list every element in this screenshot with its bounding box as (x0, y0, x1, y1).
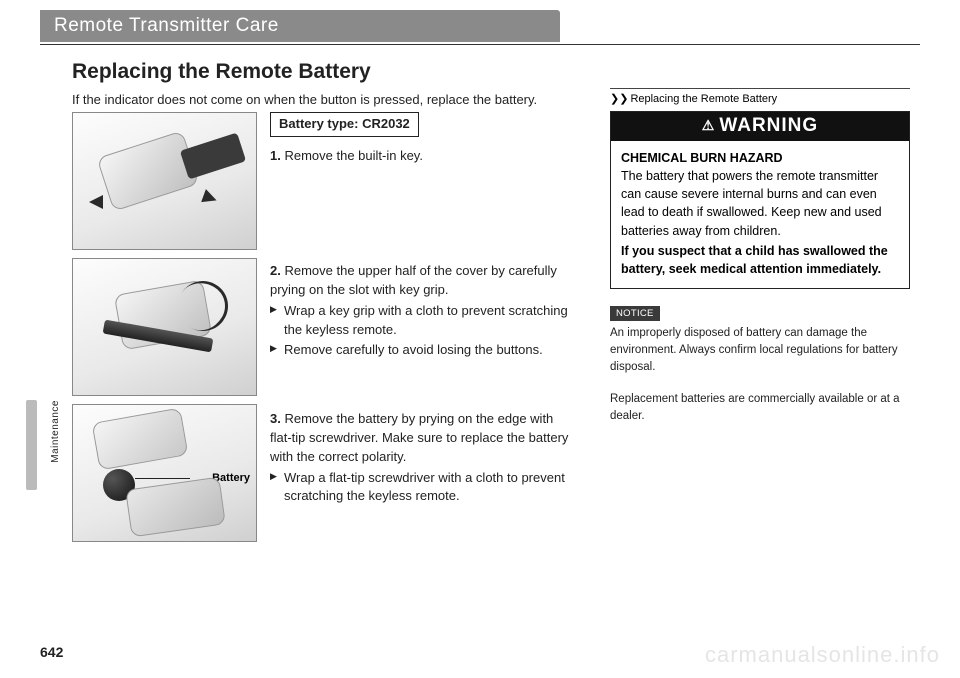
extra-note: Replacement batteries are commercially a… (610, 391, 910, 426)
crossref-icon: ❯❯ (610, 93, 628, 105)
page-number: 642 (40, 644, 63, 660)
step-number: 3. (270, 411, 281, 426)
remote-bottom-illustration (125, 477, 226, 538)
step-bullet: Wrap a flat-tip screwdriver with a cloth… (270, 469, 570, 507)
step-text: Remove the built-in key. (284, 148, 423, 163)
callout-line (135, 478, 190, 479)
step-text: Remove the upper half of the cover by ca… (270, 263, 557, 297)
remote-illustration (97, 130, 200, 211)
step-2-block: 2. Remove the upper half of the cover by… (270, 262, 570, 360)
arrow-icon (201, 189, 219, 207)
step-number: 2. (270, 263, 281, 278)
battery-type-box: Battery type: CR2032 (270, 112, 419, 137)
side-label: Maintenance (50, 400, 61, 463)
step-bullet: Wrap a key grip with a cloth to prevent … (270, 302, 570, 340)
side-tab (26, 400, 37, 490)
arrow-icon (89, 195, 103, 209)
notice-block: NOTICE An improperly disposed of battery… (610, 303, 910, 377)
watermark: carmanualsonline.info (705, 642, 940, 668)
step-1-block: Battery type: CR2032 1. Remove the built… (270, 112, 570, 166)
intro-text: If the indicator does not come on when t… (72, 92, 537, 107)
step-3-block: 3. Remove the battery by prying on the e… (270, 410, 570, 506)
step-number: 1. (270, 148, 281, 163)
warning-paragraph: The battery that powers the remote trans… (621, 167, 899, 240)
chapter-header: Remote Transmitter Care (40, 10, 560, 42)
header-rule (40, 44, 920, 45)
section-title: Replacing the Remote Battery (72, 60, 371, 84)
notice-text: An improperly disposed of battery can da… (610, 325, 910, 377)
left-column: Battery Battery type: CR2032 1. Remove t… (72, 112, 582, 550)
remote-top-illustration (92, 408, 189, 471)
figure-remove-key (72, 112, 257, 250)
figure-pry-cover (72, 258, 257, 396)
notice-label: NOTICE (610, 306, 660, 321)
right-column: ❯❯Replacing the Remote Battery ⚠WARNING … (610, 88, 910, 425)
warning-label: WARNING (719, 115, 818, 136)
cross-reference: ❯❯Replacing the Remote Battery (610, 88, 910, 105)
step-text: Remove the battery by prying on the edge… (270, 411, 568, 464)
step-bullet: Remove carefully to avoid losing the but… (270, 341, 570, 360)
key-illustration (180, 132, 246, 179)
warning-body: CHEMICAL BURN HAZARD The battery that po… (611, 141, 909, 288)
figure-remove-battery: Battery (72, 404, 257, 542)
warning-box: ⚠WARNING CHEMICAL BURN HAZARD The batter… (610, 111, 910, 289)
warning-heading: CHEMICAL BURN HAZARD (621, 149, 899, 167)
warning-paragraph: If you suspect that a child has swallowe… (621, 242, 899, 278)
warning-header: ⚠WARNING (611, 112, 909, 141)
warning-triangle-icon: ⚠ (702, 117, 716, 133)
crossref-text: Replacing the Remote Battery (630, 93, 777, 105)
